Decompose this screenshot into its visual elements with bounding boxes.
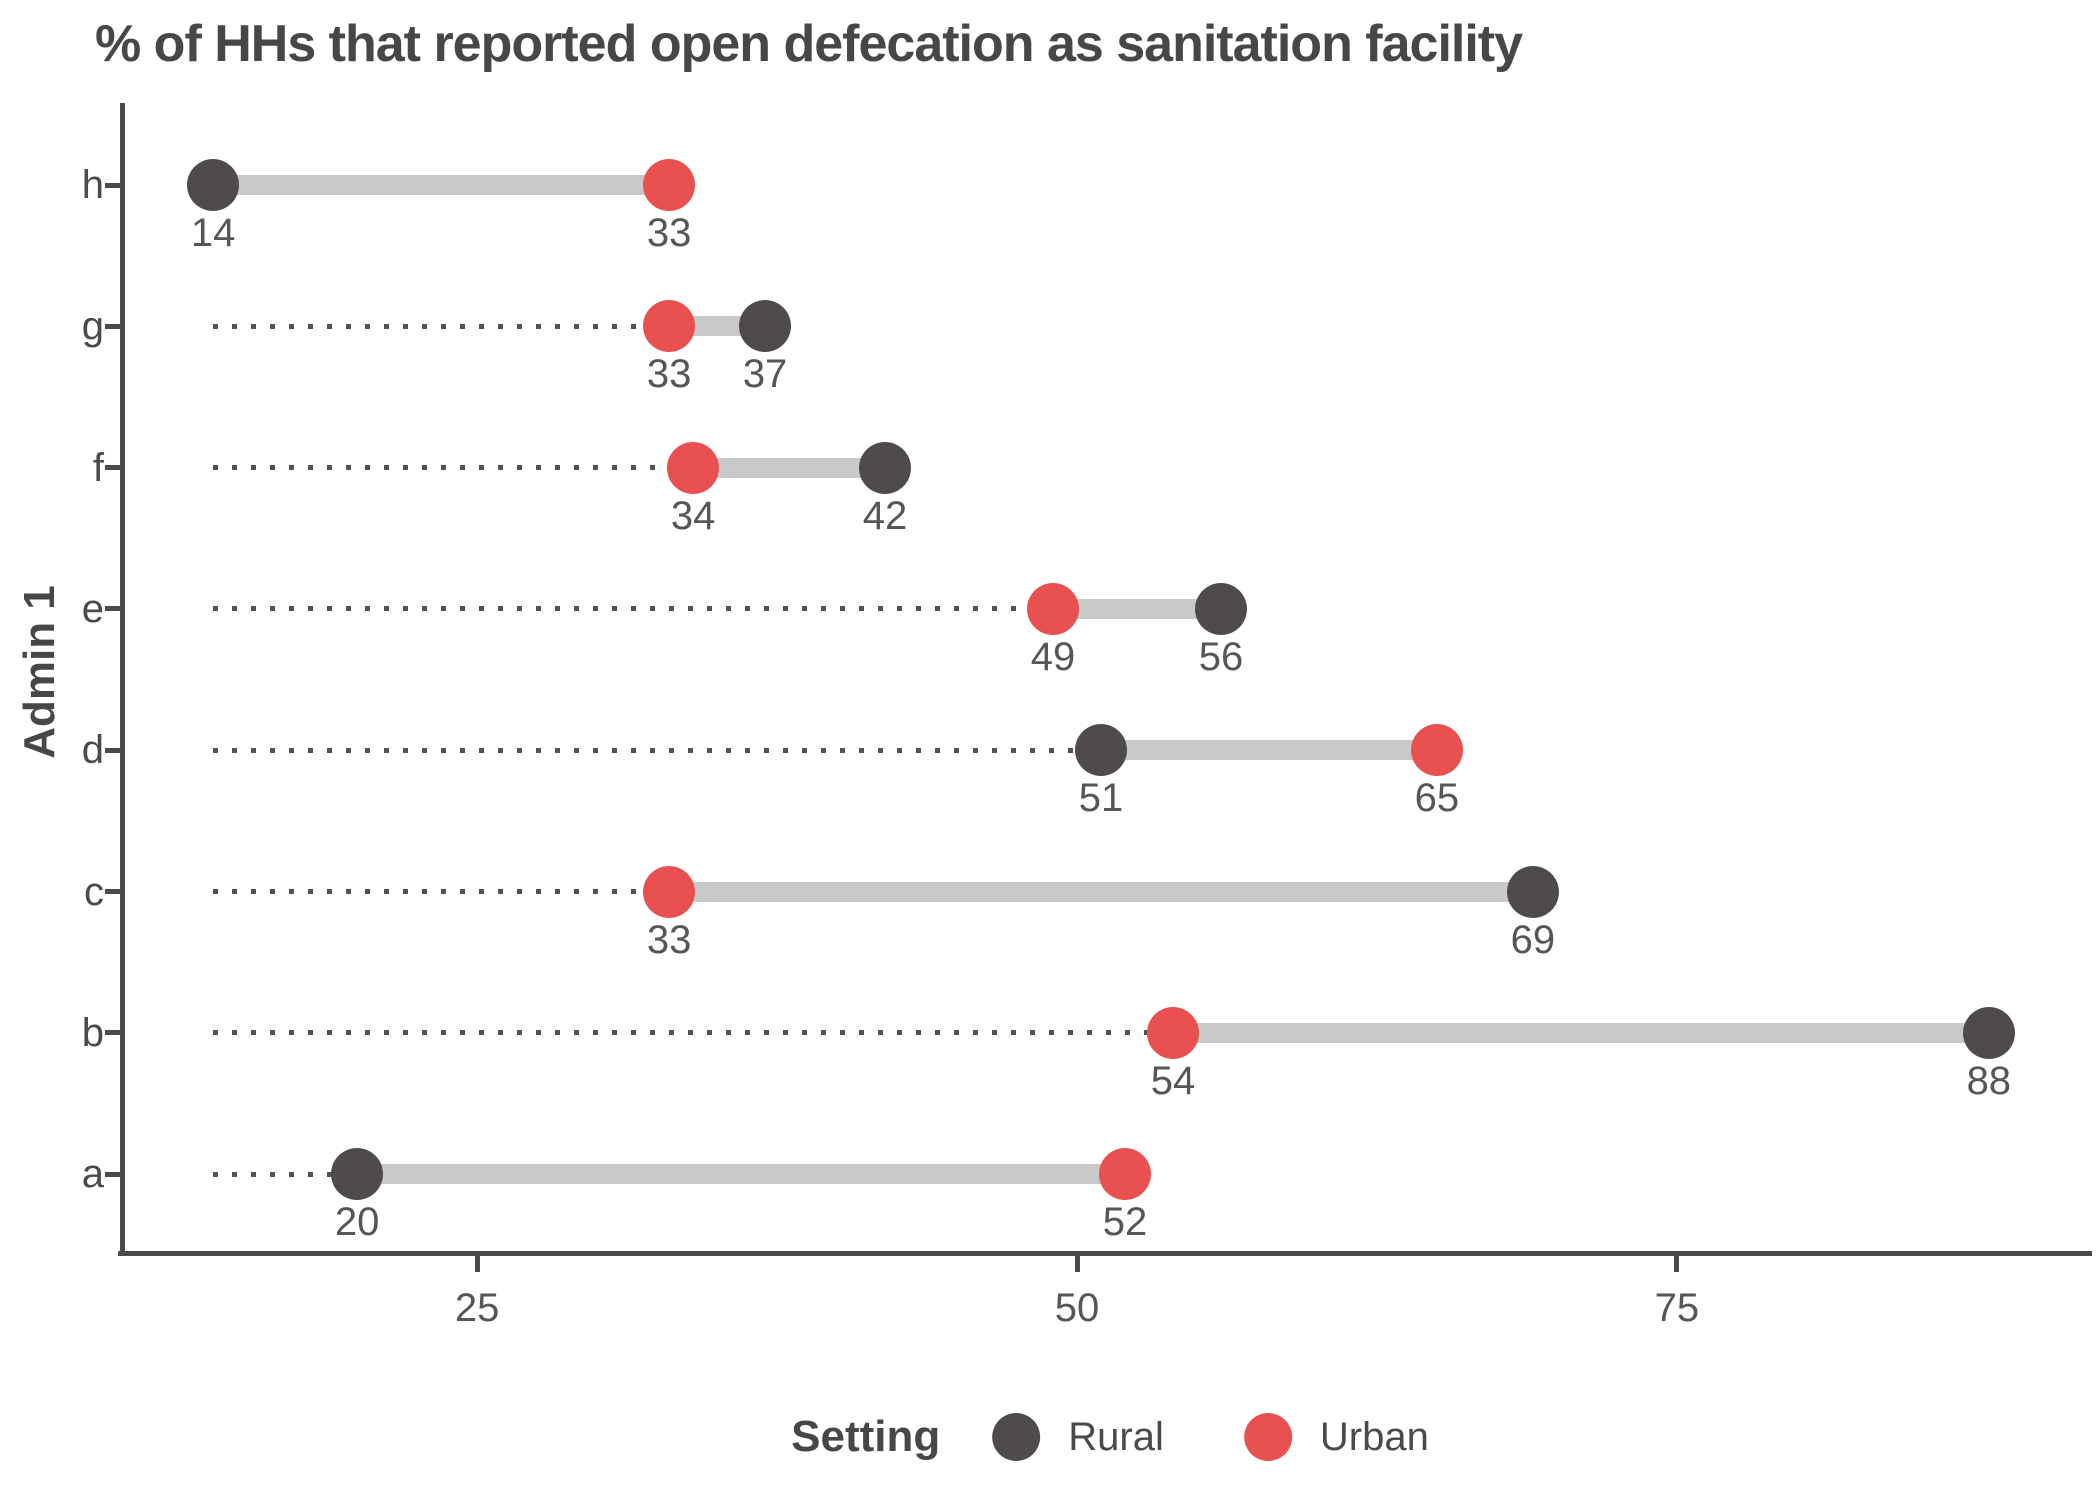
connector-c <box>669 881 1533 902</box>
x-axis-line <box>118 1251 2092 1256</box>
urban-value-label-d: 65 <box>1414 776 1460 821</box>
rural-value-label-b: 88 <box>1966 1058 2012 1103</box>
legend-label-urban: Urban <box>1319 1414 1429 1459</box>
y-tick-mark-g <box>105 323 122 329</box>
urban-dot-c <box>643 865 696 918</box>
y-tick-label-h: h <box>81 163 104 207</box>
x-tick-mark-50 <box>1074 1256 1080 1272</box>
y-tick-mark-f <box>105 465 122 471</box>
connector-d <box>1101 740 1437 761</box>
rural-value-label-e: 56 <box>1198 634 1244 679</box>
y-tick-mark-h <box>105 182 122 188</box>
leader-line-e <box>213 606 1053 612</box>
x-tick-label-25: 25 <box>454 1286 500 1330</box>
y-tick-label-a: a <box>81 1152 104 1197</box>
rural-value-label-g: 37 <box>742 352 788 397</box>
y-tick-label-d: d <box>81 728 104 773</box>
y-tick-label-g: g <box>81 304 104 349</box>
connector-e <box>1053 598 1221 619</box>
y-tick-mark-c <box>105 889 122 894</box>
urban-value-label-c: 33 <box>646 917 692 962</box>
y-tick-mark-a <box>105 1171 122 1177</box>
rural-value-label-f: 42 <box>862 493 908 538</box>
urban-legend-dot-icon <box>1243 1413 1292 1461</box>
connector-a <box>357 1164 1125 1185</box>
legend: Setting Rural Urban <box>791 1412 1429 1462</box>
y-tick-mark-e <box>105 606 122 612</box>
y-axis-line <box>120 103 125 1256</box>
rural-value-label-h: 14 <box>190 211 236 255</box>
urban-value-label-h: 33 <box>646 211 692 255</box>
urban-value-label-b: 54 <box>1150 1058 1196 1103</box>
legend-label-rural: Rural <box>1068 1414 1164 1459</box>
urban-value-label-a: 52 <box>1102 1200 1148 1245</box>
leader-line-d <box>213 747 1101 753</box>
leader-line-g <box>213 323 670 329</box>
rural-dot-f <box>859 441 912 494</box>
x-tick-mark-25 <box>474 1256 480 1272</box>
y-tick-mark-d <box>105 747 122 753</box>
y-tick-label-b: b <box>81 1010 104 1055</box>
connector-f <box>693 457 886 478</box>
rural-dot-e <box>1194 582 1247 635</box>
urban-value-label-g: 33 <box>646 352 692 397</box>
urban-dot-b <box>1146 1006 1199 1059</box>
y-tick-mark-b <box>105 1030 122 1036</box>
urban-dot-e <box>1027 582 1079 635</box>
urban-dot-a <box>1098 1148 1151 1201</box>
x-tick-label-75: 75 <box>1654 1286 1700 1330</box>
rural-value-label-c: 69 <box>1510 917 1556 962</box>
x-tick-label-50: 50 <box>1054 1286 1100 1330</box>
leader-line-f <box>213 465 694 471</box>
rural-dot-d <box>1075 724 1127 777</box>
rural-value-label-a: 20 <box>334 1200 380 1245</box>
urban-value-label-e: 49 <box>1030 634 1076 679</box>
chart-title: % of HHs that reported open defecation a… <box>95 15 1523 73</box>
y-tick-label-e: e <box>81 586 104 631</box>
leader-line-c <box>213 889 670 894</box>
urban-dot-d <box>1410 724 1463 777</box>
rural-dot-b <box>1962 1006 2015 1059</box>
urban-dot-h <box>643 159 696 211</box>
leader-line-a <box>213 1171 358 1177</box>
urban-dot-f <box>667 441 720 494</box>
legend-title: Setting <box>791 1412 941 1461</box>
y-tick-label-c: c <box>84 869 104 914</box>
rural-dot-g <box>739 300 792 353</box>
leader-line-b <box>213 1030 1173 1036</box>
rural-value-label-d: 51 <box>1078 776 1124 821</box>
urban-dot-g <box>643 300 696 353</box>
rural-dot-h <box>187 159 240 211</box>
rural-dot-a <box>331 1148 384 1201</box>
y-tick-label-f: f <box>92 445 104 490</box>
legend-item-urban: Urban <box>1243 1413 1429 1461</box>
rural-legend-dot-icon <box>992 1413 1041 1461</box>
x-tick-mark-75 <box>1674 1256 1680 1272</box>
rural-dot-c <box>1506 865 1559 918</box>
connector-h <box>213 175 670 195</box>
legend-item-rural: Rural <box>992 1413 1164 1461</box>
urban-value-label-f: 34 <box>670 493 716 538</box>
connector-b <box>1172 1022 1989 1043</box>
